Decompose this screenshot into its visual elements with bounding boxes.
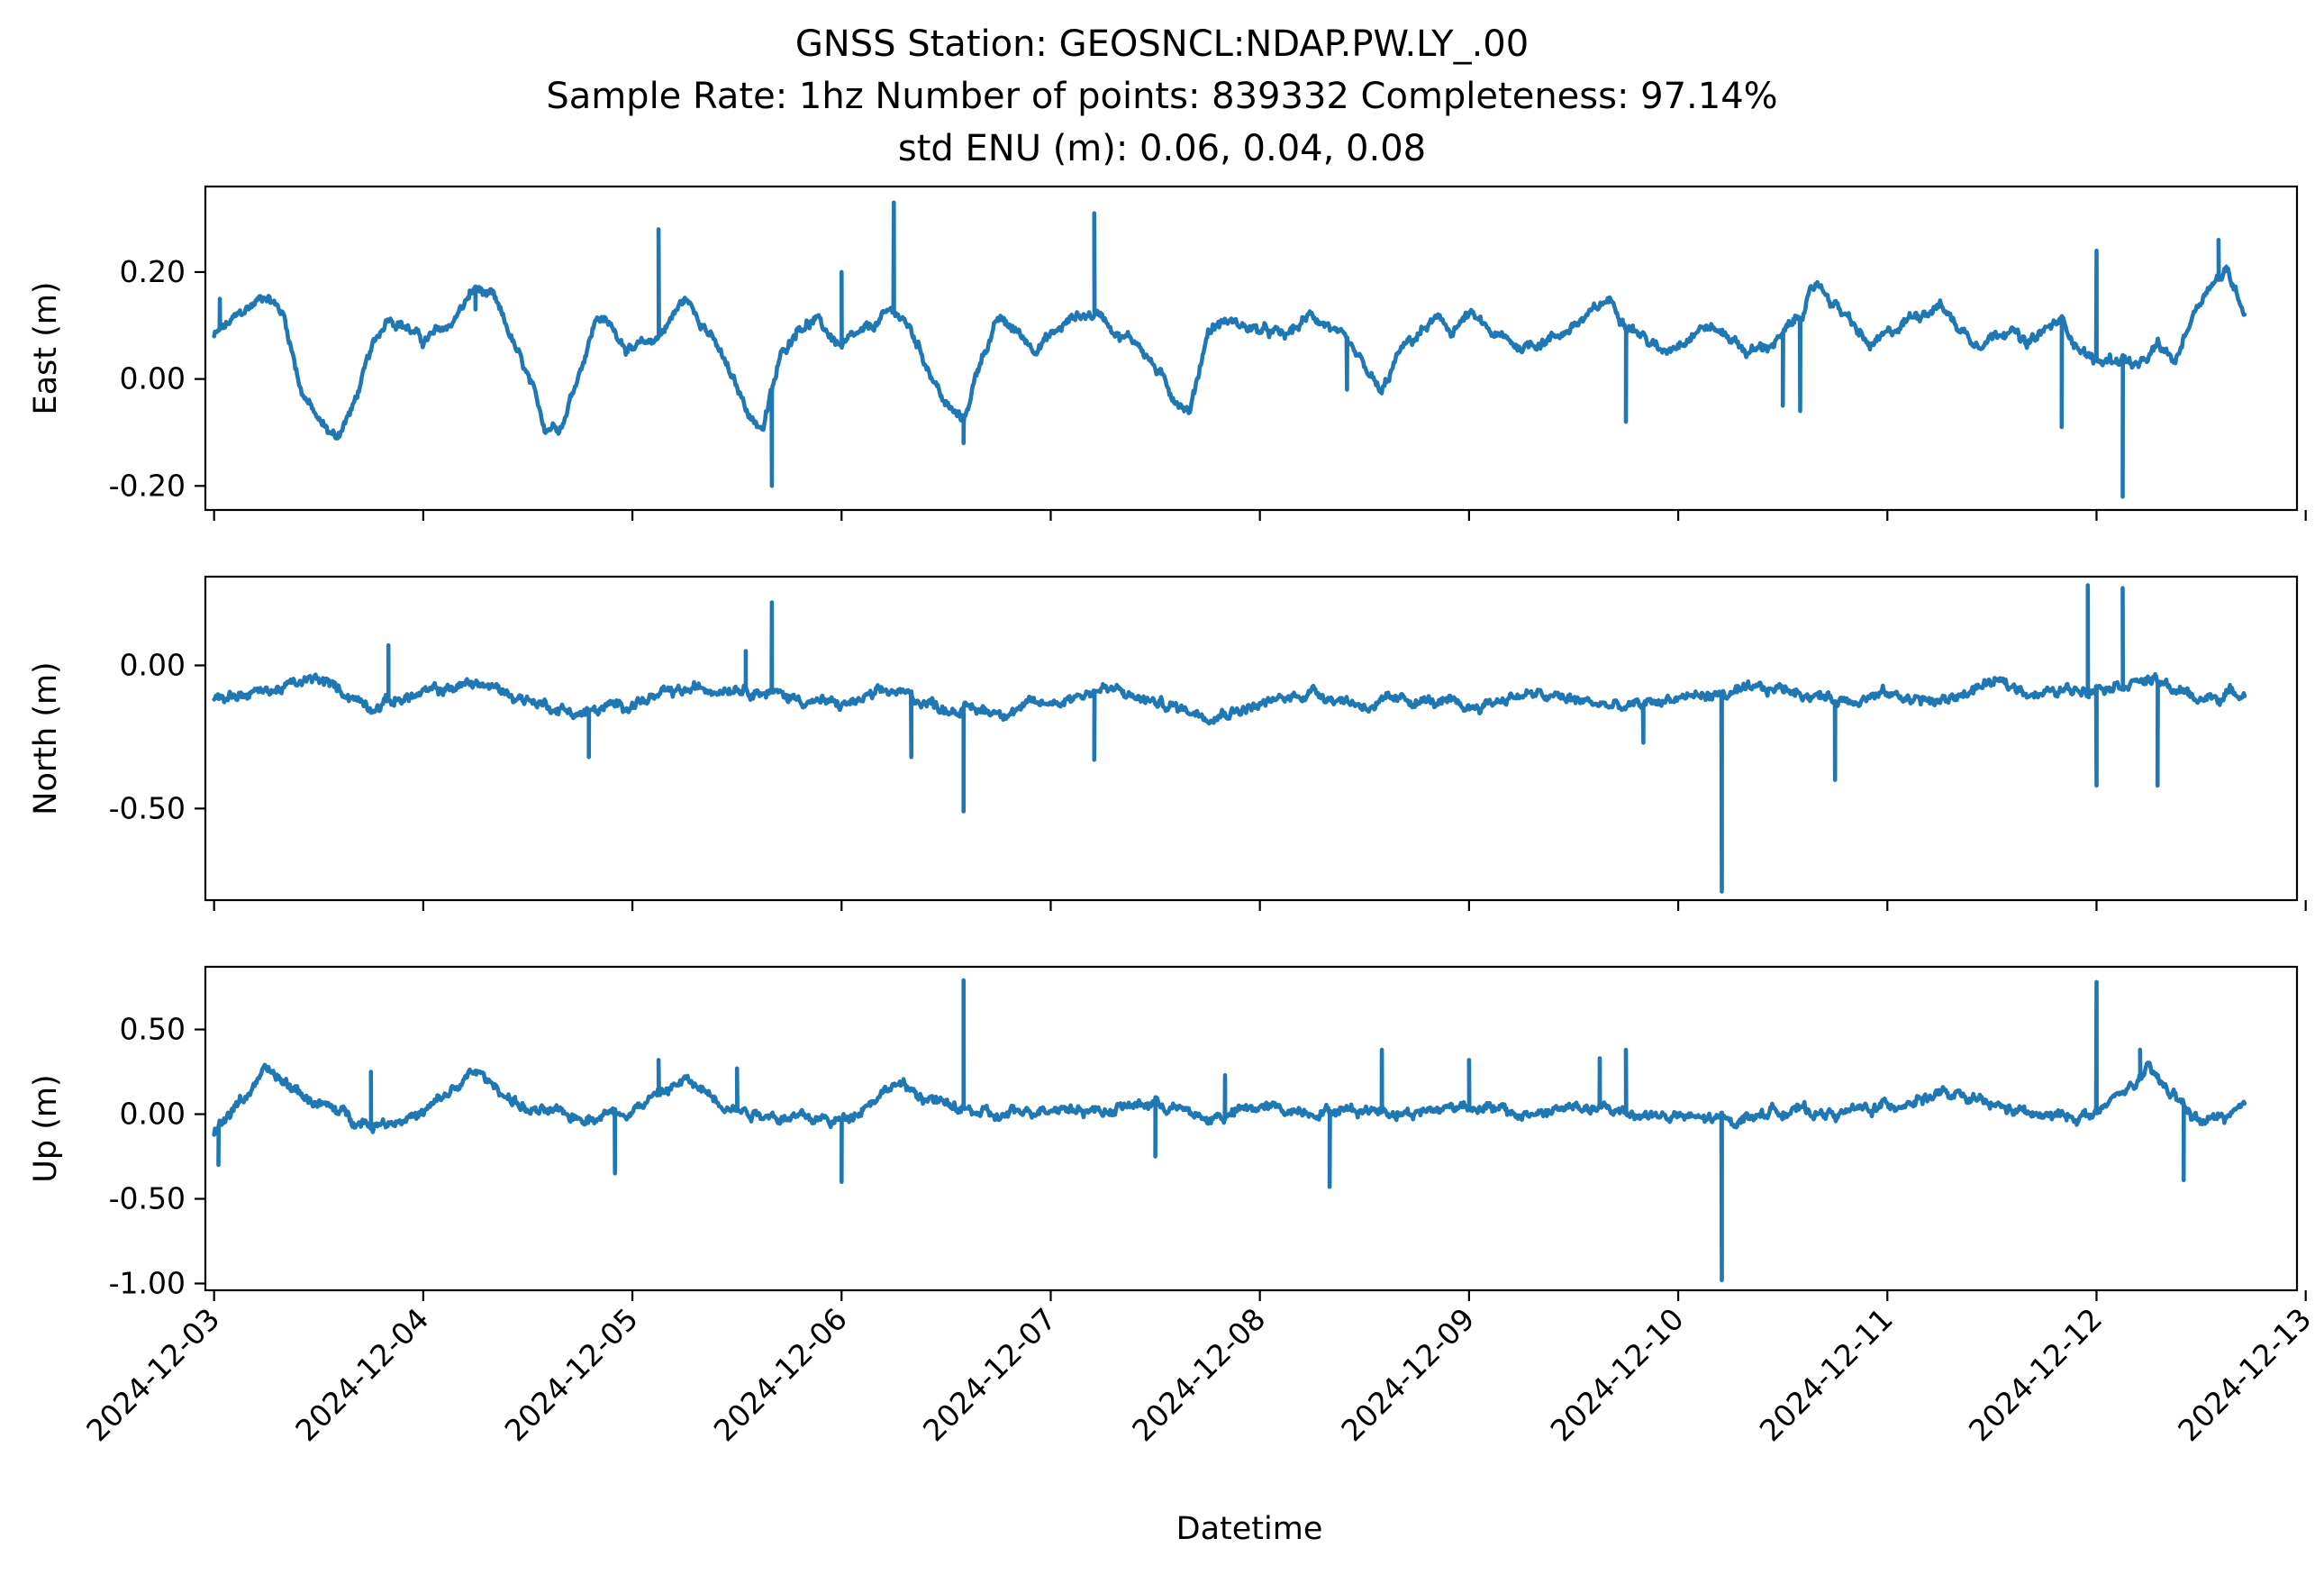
east-series-line — [212, 200, 2247, 499]
up-y-tick-label: 0.00 — [120, 1097, 186, 1132]
figure-title-line-1: GNSS Station: GEOSNCL:NDAP.PW.LY_.00 — [795, 23, 1529, 65]
north-y-tick-label: -0.50 — [109, 790, 186, 825]
x-axis-label: Datetime — [1176, 1511, 1323, 1547]
north-series-line — [212, 583, 2247, 894]
east-y-tick-label: 0.00 — [120, 361, 186, 396]
east-y-tick-label: -0.20 — [109, 468, 186, 503]
north-panel: 0.00 -0.50 North (m) — [28, 575, 2307, 911]
figure-title-line-2: Sample Rate: 1hz Number of points: 83933… — [546, 76, 1777, 117]
up-y-tick-label: 0.50 — [120, 1012, 186, 1047]
north-y-axis-label: North (m) — [28, 661, 64, 815]
north-y-tick-label: 0.00 — [120, 647, 186, 682]
east-y-axis-label: East (m) — [28, 281, 64, 414]
up-series-line — [212, 978, 2247, 1282]
up-axes-frame — [204, 965, 2299, 1292]
east-y-tick-label: 0.20 — [120, 254, 186, 289]
up-y-tick-label: -0.50 — [109, 1181, 186, 1216]
east-panel: 0.20 0.00 -0.20 East (m) — [28, 185, 2307, 521]
figure-title-line-3: std ENU (m): 0.06, 0.04, 0.08 — [898, 128, 1426, 169]
up-y-axis-label: Up (m) — [28, 1074, 64, 1182]
east-axes-frame — [204, 185, 2299, 512]
up-y-tick-label: -1.00 — [109, 1265, 186, 1300]
north-axes-frame — [204, 575, 2299, 902]
